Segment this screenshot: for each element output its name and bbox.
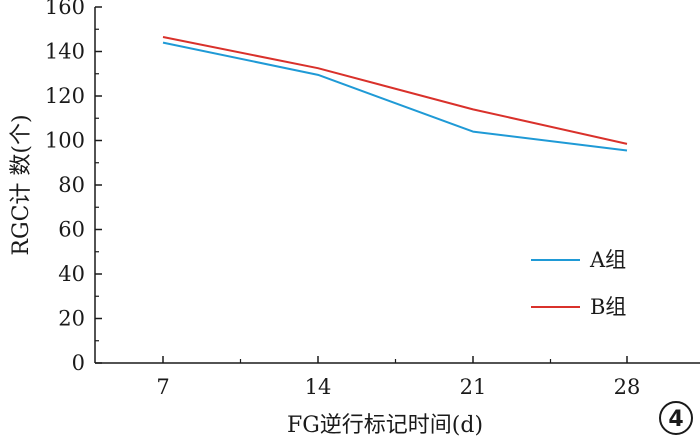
y-tick-label: 100 xyxy=(45,129,85,153)
legend: A组 B组 xyxy=(531,248,626,319)
y-tick-label: 0 xyxy=(72,351,85,375)
y-axis: 0 20 40 60 80 100 120 140 160 xyxy=(45,0,102,375)
x-tick-label: 14 xyxy=(305,375,332,399)
y-tick-label: 160 xyxy=(45,0,85,19)
series-line-b xyxy=(162,36,628,145)
panel-badge-circle xyxy=(659,401,693,435)
panel-badge: 4 xyxy=(659,401,693,435)
x-axis-label: FG逆行标记时间(d) xyxy=(287,413,483,438)
y-axis-label: RGC计 数(个) xyxy=(9,114,34,255)
legend-label: A组 xyxy=(589,248,626,272)
x-tick-label: 28 xyxy=(614,375,641,399)
panel-badge-number: 4 xyxy=(668,407,683,432)
y-tick-label: 20 xyxy=(58,307,85,331)
series-line-a xyxy=(162,41,628,152)
legend-label: B组 xyxy=(590,295,626,319)
y-tick-label: 60 xyxy=(58,218,85,242)
series-layer xyxy=(162,36,628,152)
y-tick-label: 80 xyxy=(58,173,85,197)
y-tick-label: 120 xyxy=(45,84,85,108)
x-axis: 7 14 21 28 xyxy=(95,356,700,399)
y-tick-label: 40 xyxy=(58,262,85,286)
y-tick-label: 140 xyxy=(45,40,85,64)
x-tick-label: 7 xyxy=(156,375,169,399)
x-tick-label: 21 xyxy=(460,375,487,399)
